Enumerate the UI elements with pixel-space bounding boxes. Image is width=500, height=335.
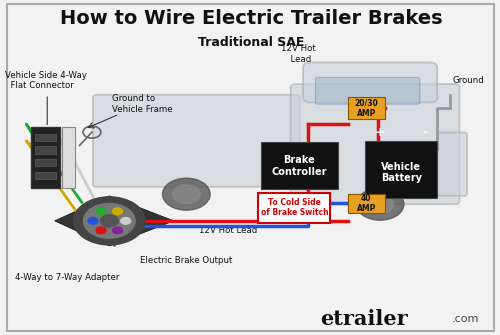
Circle shape xyxy=(84,204,135,238)
Text: +: + xyxy=(375,126,386,139)
FancyBboxPatch shape xyxy=(348,97,385,119)
Circle shape xyxy=(88,217,98,224)
FancyBboxPatch shape xyxy=(348,194,385,212)
Text: -: - xyxy=(422,126,428,139)
Text: 4-Way to 7-Way Adapter: 4-Way to 7-Way Adapter xyxy=(15,273,120,282)
Text: Brake
Controller: Brake Controller xyxy=(272,155,327,177)
FancyBboxPatch shape xyxy=(261,142,338,189)
Circle shape xyxy=(74,197,145,245)
Text: 20/30
AMP: 20/30 AMP xyxy=(354,98,378,118)
Text: How to Wire Electric Trailer Brakes: How to Wire Electric Trailer Brakes xyxy=(60,9,442,28)
Circle shape xyxy=(100,215,118,227)
Circle shape xyxy=(96,227,106,234)
Circle shape xyxy=(120,217,130,224)
FancyBboxPatch shape xyxy=(316,77,420,104)
FancyBboxPatch shape xyxy=(303,62,437,103)
Text: Vehicle
Battery: Vehicle Battery xyxy=(380,162,422,183)
FancyBboxPatch shape xyxy=(290,84,460,204)
Text: To Cold Side
of Brake Switch: To Cold Side of Brake Switch xyxy=(260,198,328,217)
FancyBboxPatch shape xyxy=(35,134,56,141)
FancyBboxPatch shape xyxy=(437,132,467,196)
Text: Traditional SAE: Traditional SAE xyxy=(198,36,304,49)
Text: Vehicle Side 4-Way
  Flat Connector: Vehicle Side 4-Way Flat Connector xyxy=(5,71,87,90)
Text: Ground: Ground xyxy=(452,76,484,85)
FancyBboxPatch shape xyxy=(258,193,330,222)
Circle shape xyxy=(96,208,106,215)
Text: 12V Hot
  Lead: 12V Hot Lead xyxy=(280,44,316,64)
Circle shape xyxy=(112,227,122,234)
FancyBboxPatch shape xyxy=(62,127,74,188)
FancyBboxPatch shape xyxy=(35,159,56,166)
Circle shape xyxy=(172,185,200,204)
FancyBboxPatch shape xyxy=(32,127,60,188)
Circle shape xyxy=(162,178,210,210)
FancyBboxPatch shape xyxy=(8,4,494,331)
FancyBboxPatch shape xyxy=(365,141,437,198)
Text: 40
AMP: 40 AMP xyxy=(356,194,376,213)
Text: .com: .com xyxy=(452,314,479,324)
Circle shape xyxy=(112,208,122,215)
Circle shape xyxy=(366,195,394,213)
Text: etrailer: etrailer xyxy=(320,309,408,329)
Text: Electric Brake Output: Electric Brake Output xyxy=(140,256,232,265)
FancyBboxPatch shape xyxy=(93,95,300,187)
Text: 12V Hot Lead: 12V Hot Lead xyxy=(200,226,258,236)
Polygon shape xyxy=(54,196,174,246)
Text: Ground to
Vehicle Frame: Ground to Vehicle Frame xyxy=(112,94,172,114)
FancyBboxPatch shape xyxy=(35,172,56,179)
Circle shape xyxy=(356,188,404,220)
FancyBboxPatch shape xyxy=(35,146,56,154)
